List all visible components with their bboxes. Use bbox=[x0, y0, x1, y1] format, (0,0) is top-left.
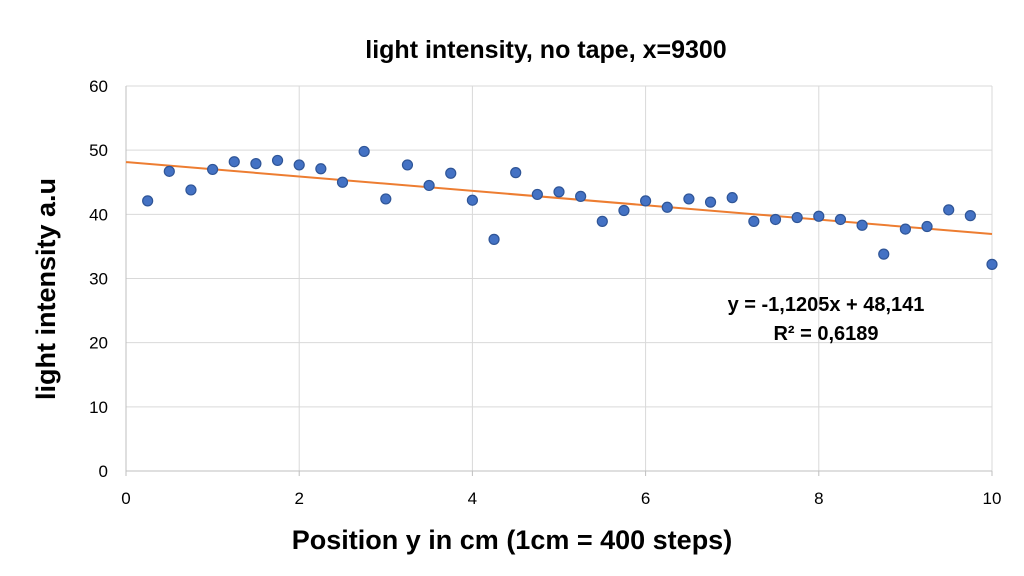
data-point bbox=[380, 193, 392, 205]
y-tick-label: 20 bbox=[89, 334, 108, 353]
data-point bbox=[596, 215, 608, 227]
x-tick-label: 8 bbox=[814, 489, 823, 508]
trendline bbox=[125, 161, 993, 235]
data-point bbox=[813, 210, 825, 222]
data-point bbox=[748, 215, 760, 227]
y-tick-label: 10 bbox=[89, 398, 108, 417]
trendline-r-squared: R² = 0,6189 bbox=[773, 323, 878, 345]
data-point bbox=[531, 188, 543, 201]
data-point bbox=[358, 145, 370, 158]
y-tick-label: 30 bbox=[89, 270, 108, 289]
data-point bbox=[466, 194, 478, 206]
data-point bbox=[964, 210, 976, 222]
data-point bbox=[228, 156, 240, 168]
data-point bbox=[488, 233, 500, 245]
data-points bbox=[142, 145, 998, 270]
x-tick-label: 2 bbox=[294, 489, 303, 508]
data-point bbox=[921, 220, 933, 233]
axes bbox=[125, 86, 993, 476]
gridlines bbox=[126, 85, 993, 471]
chart-title: light intensity, no tape, x=9300 bbox=[365, 36, 726, 64]
x-tick-label: 6 bbox=[641, 489, 650, 508]
data-point bbox=[791, 211, 803, 224]
data-point bbox=[163, 165, 175, 177]
y-tick-label: 40 bbox=[89, 205, 108, 224]
data-point bbox=[856, 219, 868, 231]
x-tick-label: 4 bbox=[468, 489, 477, 508]
data-point bbox=[943, 204, 955, 216]
data-point bbox=[401, 159, 414, 171]
data-point bbox=[315, 163, 327, 175]
y-axis-label: light intensity a.u bbox=[31, 178, 61, 400]
data-point bbox=[661, 201, 673, 213]
data-point bbox=[726, 192, 738, 204]
data-point bbox=[185, 184, 197, 196]
data-point bbox=[769, 213, 782, 226]
data-point bbox=[878, 248, 890, 260]
data-point bbox=[553, 186, 565, 198]
data-point bbox=[899, 223, 912, 235]
data-point bbox=[704, 196, 717, 208]
data-point bbox=[250, 158, 262, 170]
data-point bbox=[683, 193, 695, 205]
data-point bbox=[834, 213, 847, 226]
data-point bbox=[336, 176, 349, 188]
y-tick-label: 60 bbox=[89, 77, 108, 96]
trendline-equation: y = -1,1205x + 48,141 bbox=[728, 294, 925, 316]
x-tick-label: 10 bbox=[983, 489, 1002, 508]
data-point bbox=[445, 167, 457, 179]
data-point bbox=[618, 204, 630, 217]
y-tick-label: 50 bbox=[89, 141, 108, 160]
x-axis-label: Position y in cm (1cm = 400 steps) bbox=[292, 525, 732, 555]
data-point bbox=[986, 258, 998, 270]
data-point bbox=[271, 154, 284, 167]
data-point bbox=[207, 163, 219, 176]
data-point bbox=[423, 179, 435, 192]
data-point bbox=[142, 195, 154, 207]
x-tick-label: 0 bbox=[121, 489, 130, 508]
tick-labels: 0 10 20 30 40 50 60 0 2 4 6 8 10 bbox=[89, 77, 1001, 508]
y-tick-label: 0 bbox=[99, 462, 108, 481]
data-point bbox=[293, 159, 305, 171]
data-point bbox=[639, 195, 652, 207]
data-point bbox=[575, 190, 587, 202]
data-point bbox=[510, 167, 522, 179]
trendline-group bbox=[125, 161, 993, 235]
